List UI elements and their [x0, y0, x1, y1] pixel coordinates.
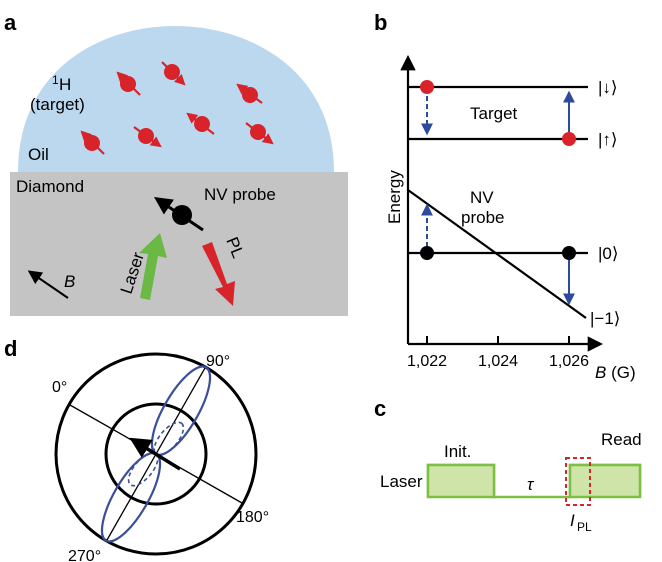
proton-spin: [133, 126, 162, 148]
target-label: (target): [30, 95, 85, 114]
proton-spins: [80, 61, 274, 155]
pl-arrow: [202, 242, 235, 306]
b-field-arrow: [27, 270, 69, 299]
angle-label-180: 180°: [236, 509, 269, 526]
proton-spin: [186, 112, 215, 135]
laser-row-label: Laser: [380, 472, 423, 491]
target-level-label: Target: [470, 104, 518, 123]
panel-b: b Energy 1,022 1,024 1,026 B (G) |↓⟩ |↑⟩…: [374, 10, 636, 382]
proton-spin: [161, 61, 186, 86]
panel-c: c Laser Init. τ Read I PL: [374, 396, 642, 534]
state-up-label: |↑⟩: [598, 130, 618, 149]
field-axis-unit: (G): [606, 363, 635, 382]
b-field-label: B: [64, 272, 75, 291]
proton-spin: [245, 122, 274, 145]
state-minus-one-label: |−1⟩: [590, 309, 620, 328]
x-tick-label: 1,022: [407, 353, 447, 370]
laser-arrow: [139, 233, 167, 300]
hydrogen-symbol: H: [59, 75, 71, 94]
angle-label-90: 90°: [206, 353, 230, 370]
angle-label-270: 270°: [68, 548, 101, 562]
nv-population-dot: [420, 246, 434, 260]
init-label: Init.: [444, 442, 471, 461]
proton-spin: [236, 83, 263, 104]
field-axis-symbol: B: [595, 363, 606, 382]
nv-orientation-arrow: [129, 437, 181, 471]
panel-letter-a: a: [4, 10, 17, 35]
polar-outer-ring: [54, 352, 258, 556]
target-population-dot: [562, 132, 576, 146]
panel-a: a Oil Diamond 1 H (target): [4, 10, 348, 316]
panel-letter-d: d: [4, 336, 17, 361]
nv-population-dot: [562, 246, 576, 260]
nv-probe-spin: [154, 196, 204, 232]
panel-letter-b: b: [374, 10, 387, 35]
read-pulse: [568, 463, 642, 499]
polar-inner-ring: [104, 402, 208, 506]
diamond-substrate: [10, 172, 348, 316]
diamond-label: Diamond: [16, 177, 84, 196]
panel-d: d 0° 90° 180° 270°: [4, 336, 269, 562]
proton-spin: [80, 130, 105, 155]
init-pulse: [426, 463, 496, 499]
energy-axis-label: Energy: [385, 170, 404, 224]
dipole-lobe-dashed: [153, 421, 185, 456]
ipl-symbol: I: [570, 511, 575, 530]
panel-letter-c: c: [374, 396, 386, 421]
nv-probe-label-1: NV: [470, 188, 494, 207]
target-population-dot: [420, 80, 434, 94]
angle-label-0: 0°: [52, 379, 67, 396]
hydrogen-superscript: 1: [52, 73, 59, 87]
read-label: Read: [601, 430, 642, 449]
x-tick-label: 1,024: [478, 353, 518, 370]
nv-probe-label: NV probe: [204, 185, 276, 204]
ipl-subscript: PL: [577, 520, 592, 534]
x-tick-label: 1,026: [549, 353, 589, 370]
tau-label: τ: [527, 475, 535, 494]
nv-level-minus-one: [407, 189, 587, 319]
field-axis-label: B (G): [595, 363, 636, 382]
nv-probe-label-2: probe: [461, 208, 504, 227]
state-down-label: |↓⟩: [598, 78, 618, 97]
state-zero-label: |0⟩: [598, 244, 619, 263]
oil-label: Oil: [28, 145, 49, 164]
proton-spin: [116, 71, 141, 96]
